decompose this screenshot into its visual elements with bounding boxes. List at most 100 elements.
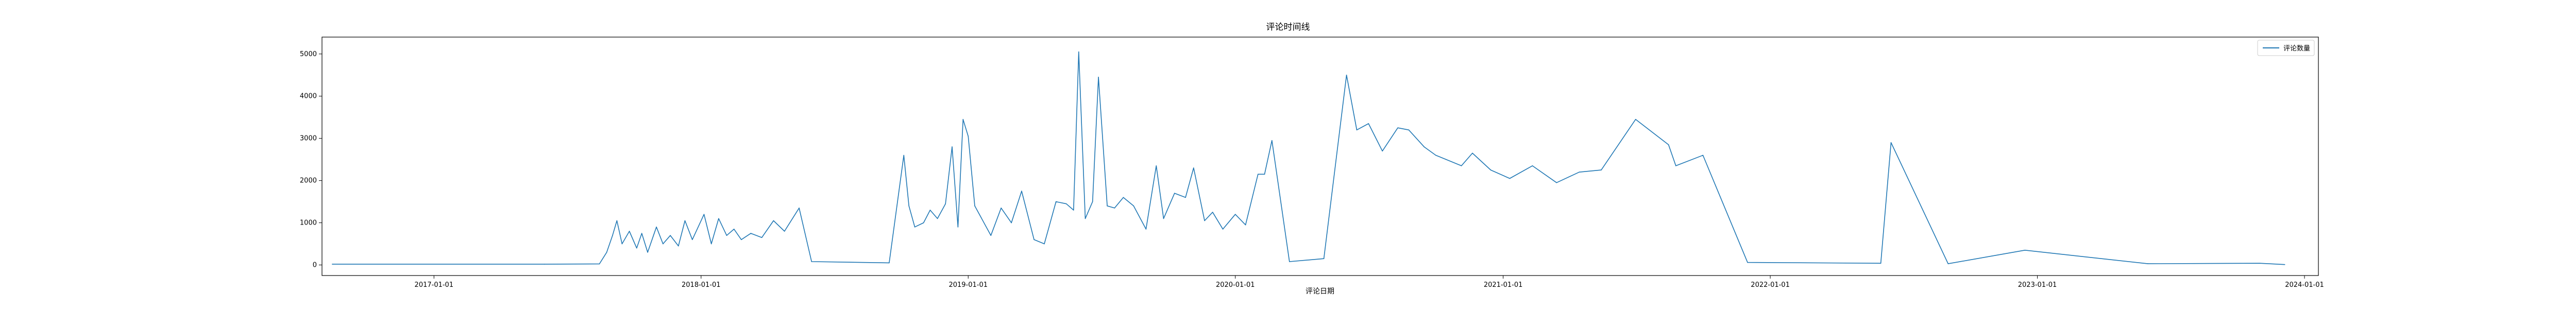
data-point [2259, 263, 2261, 264]
y-tick-label: 3000 [300, 135, 317, 143]
x-tick-label: 2022-01-01 [1751, 281, 1790, 289]
data-point [1472, 152, 1473, 154]
data-point [647, 252, 648, 253]
data-point [1346, 75, 1347, 76]
data-point [1011, 222, 1012, 224]
data-point [903, 154, 905, 156]
data-point [1084, 218, 1086, 219]
data-point [1408, 129, 1410, 131]
data-point [1258, 174, 1259, 175]
x-tick-label: 2018-01-01 [682, 281, 721, 289]
data-point [1245, 224, 1246, 226]
data-point [1174, 193, 1175, 194]
data-point [670, 235, 671, 236]
data-point [1222, 229, 1224, 230]
data-point [1078, 51, 1079, 53]
series-layer [332, 51, 2285, 265]
data-point [962, 119, 964, 120]
data-point [1073, 210, 1074, 211]
data-point [957, 227, 959, 228]
data-point [929, 210, 931, 211]
data-point [1185, 197, 1186, 198]
data-point [990, 235, 992, 236]
data-point [1435, 154, 1436, 156]
data-point [1446, 159, 1447, 160]
chart-title: 评论时间线 [1266, 22, 1310, 32]
data-point [1382, 150, 1383, 152]
data-point [1234, 214, 1236, 215]
data-point [678, 245, 679, 247]
data-point [656, 227, 657, 228]
x-tick-label: 2019-01-01 [948, 281, 988, 289]
legend-box [2257, 40, 2315, 56]
data-point [1601, 169, 1602, 170]
data-point [726, 235, 727, 236]
y-tick-label: 0 [313, 262, 317, 269]
x-axis: 2017-01-01 2018-01-01 2019-01-01 2020-01-01… [415, 276, 2324, 289]
data-point [606, 252, 607, 253]
data-point [784, 231, 785, 232]
data-point [799, 208, 800, 209]
data-point [1702, 154, 1704, 156]
data-point [1397, 127, 1398, 128]
y-tick-label: 2000 [300, 177, 317, 185]
y-axis: 0 1000 2000 3000 4000 5000 [300, 50, 322, 269]
y-tick-label: 1000 [300, 219, 317, 227]
data-point [629, 231, 630, 232]
data-point [1461, 165, 1462, 166]
data-point [1044, 243, 1045, 245]
data-point [1890, 142, 1892, 143]
x-tick-label: 2024-01-01 [2285, 281, 2324, 289]
data-point [612, 235, 613, 236]
data-point [1204, 220, 1205, 221]
data-point [1356, 129, 1358, 131]
data-point [2147, 263, 2148, 264]
legend-label: 评论数量 [2283, 45, 2310, 53]
data-point [1021, 191, 1022, 192]
data-point [2284, 264, 2285, 265]
data-point [1145, 229, 1147, 230]
data-point [1556, 182, 1557, 183]
data-point [1635, 119, 1636, 120]
x-tick-label: 2020-01-01 [1216, 281, 1255, 289]
data-point [692, 239, 693, 241]
data-point [636, 247, 637, 249]
data-point [1065, 203, 1067, 204]
y-tick-label: 4000 [300, 93, 317, 100]
data-point [1264, 174, 1265, 175]
data-point [1114, 208, 1115, 209]
series-line [332, 51, 2285, 265]
data-point [889, 262, 890, 264]
data-point [1098, 77, 1099, 78]
data-point [703, 214, 705, 215]
data-point [968, 135, 969, 137]
data-point [952, 146, 953, 147]
data-point [1272, 140, 1273, 141]
data-point [1947, 263, 1949, 264]
data-point [1289, 261, 1290, 262]
data-point [1532, 165, 1533, 166]
data-point [544, 264, 545, 265]
data-point [1055, 201, 1057, 202]
data-point [332, 264, 333, 265]
data-point [1163, 218, 1164, 219]
data-point [1675, 165, 1676, 166]
data-point [1107, 205, 1108, 207]
data-point [1033, 239, 1035, 241]
data-point [1193, 167, 1194, 168]
data-point [908, 205, 909, 207]
data-point [741, 239, 742, 241]
data-point [1001, 208, 1002, 209]
plot-area-frame [321, 37, 2319, 276]
data-point [1579, 171, 1580, 173]
data-point [621, 243, 623, 245]
data-point [1156, 165, 1157, 166]
data-point [1212, 212, 1213, 213]
data-point [616, 220, 618, 221]
data-point [937, 218, 938, 219]
data-point [811, 261, 812, 262]
x-tick-label: 2021-01-01 [1484, 281, 1523, 289]
x-tick-label: 2023-01-01 [2018, 281, 2057, 289]
